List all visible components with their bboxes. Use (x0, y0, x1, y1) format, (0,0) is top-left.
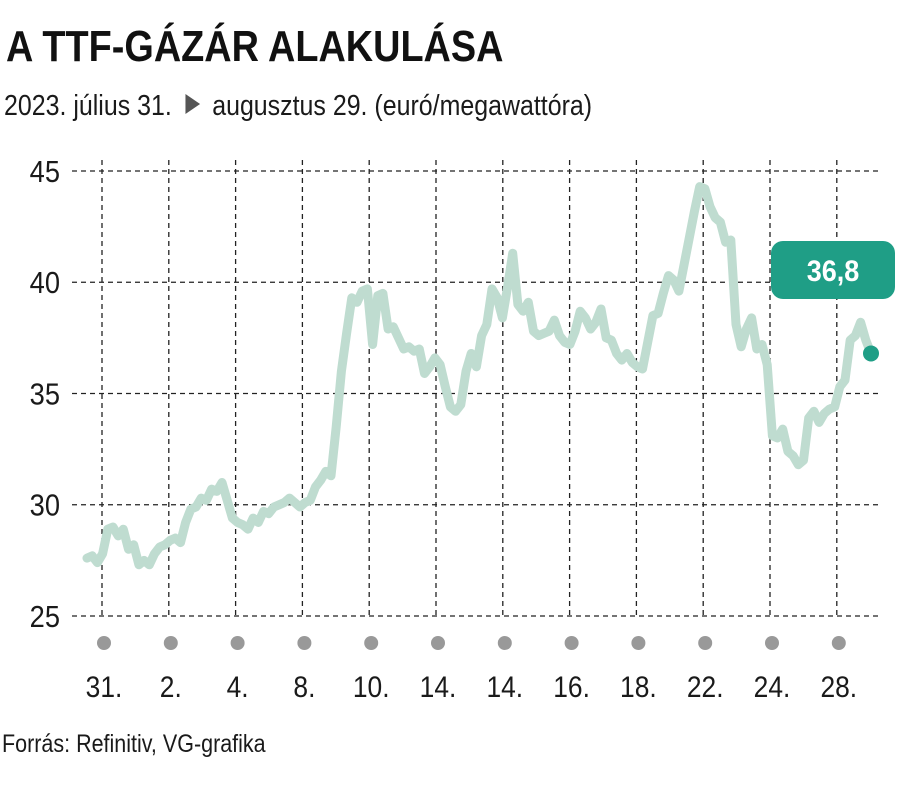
y-tick-label: 30 (30, 489, 60, 523)
x-tick-label: 8. (293, 669, 315, 703)
x-tick-marker (564, 636, 579, 650)
x-tick-marker (765, 636, 779, 650)
x-tick-label: 14. (486, 669, 523, 703)
series-line (82, 182, 876, 570)
x-tick-label: 14. (420, 669, 457, 703)
x-tick-label: 16. (553, 669, 590, 703)
line-chart: 25 30 35 40 45 31. 2. 4. 8. 10. 14. 14. 16. 18. 22. 24… (30, 155, 895, 703)
y-tick-label: 40 (30, 267, 60, 301)
x-tick-marker (230, 636, 245, 650)
x-tick-marker (631, 636, 646, 650)
x-tick-marker (698, 636, 713, 650)
play-arrow-icon (185, 94, 201, 114)
x-tick-marker (497, 636, 512, 650)
x-tick-label: 18. (620, 669, 657, 703)
x-tick-label: 28. (820, 669, 857, 703)
y-tick-label: 45 (30, 155, 60, 189)
x-axis: 31. 2. 4. 8. 10. 14. 14. 16. 18. 22. 24. 28. (86, 669, 857, 703)
x-tick-marker (97, 636, 111, 650)
y-axis: 25 30 35 40 45 (30, 155, 60, 634)
x-axis-markers (97, 636, 846, 650)
x-tick-marker (831, 636, 846, 650)
x-tick-marker (364, 636, 379, 650)
y-tick-label: 25 (30, 600, 60, 634)
last-value-point (863, 345, 879, 362)
x-tick-label: 31. (86, 669, 123, 703)
last-value-label: 36,8 (807, 255, 860, 289)
last-value-badge: 36,8 (771, 241, 895, 299)
y-tick-label: 35 (30, 378, 60, 412)
last-value-badge-bg (771, 241, 895, 299)
chart-title: A TTF-GÁZÁR ALAKULÁSA (6, 22, 504, 71)
x-tick-label: 10. (353, 669, 390, 703)
source-note: Forrás: Refinitiv, VG-grafika (2, 730, 266, 758)
x-tick-marker (163, 636, 178, 650)
subtitle-start: 2023. július 31. (4, 90, 172, 122)
subtitle-end: augusztus 29. (euró/megawattóra) (212, 90, 593, 122)
x-tick-label: 4. (227, 669, 249, 703)
x-tick-label: 22. (687, 669, 724, 703)
chart-grid (72, 160, 882, 617)
x-tick-label: 2. (160, 669, 182, 703)
x-tick-label: 24. (754, 669, 791, 703)
x-tick-marker (297, 636, 312, 650)
x-tick-marker (431, 636, 445, 650)
chart-subtitle: 2023. július 31. augusztus 29. (euró/mega… (4, 90, 592, 123)
